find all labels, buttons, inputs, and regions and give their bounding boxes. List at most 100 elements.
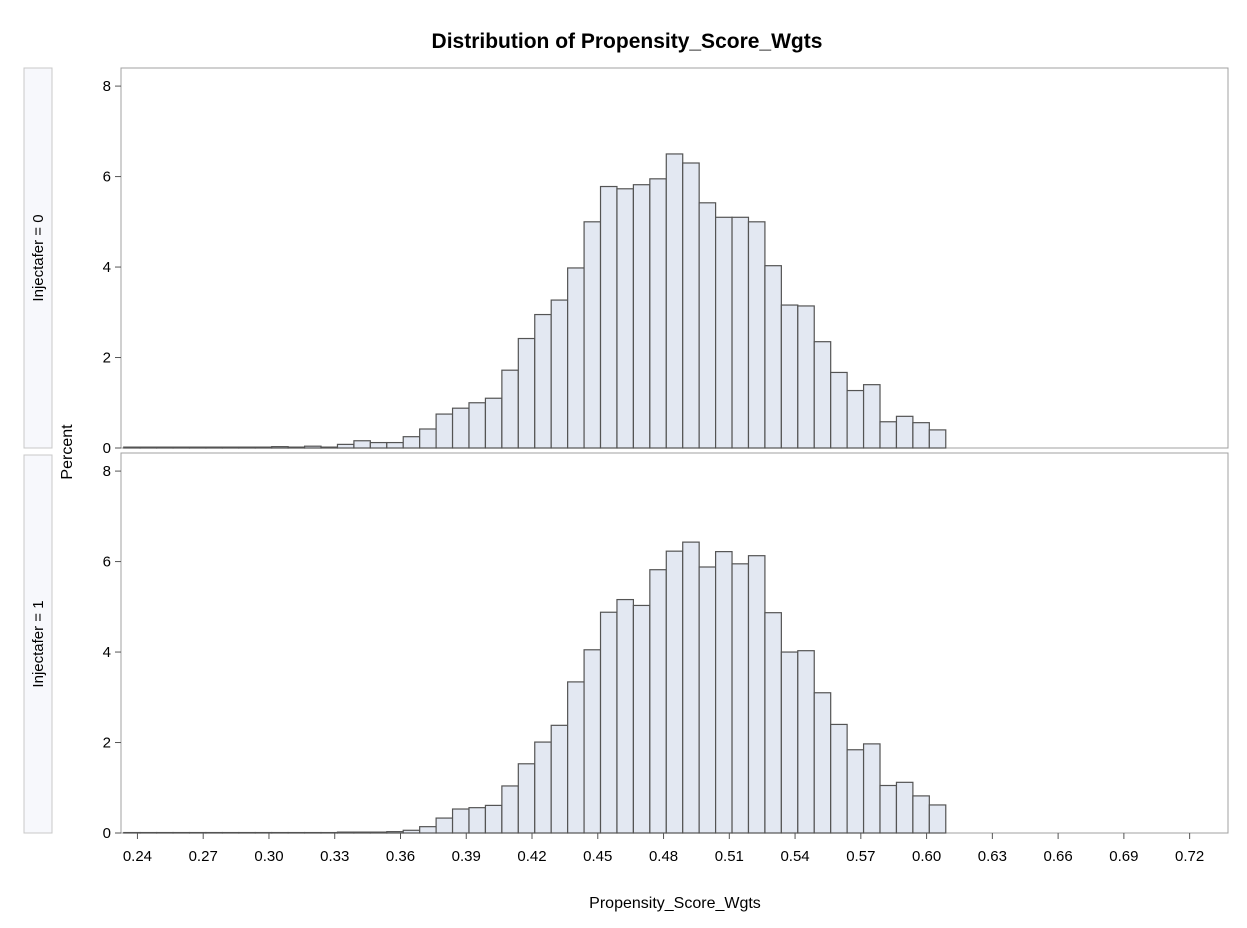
- histogram-bar: [336, 443, 355, 449]
- histogram-bar: [747, 221, 766, 449]
- panel-label-strip: [23, 67, 53, 449]
- histogram-bar: [731, 563, 750, 834]
- histogram-bar: [583, 649, 602, 834]
- histogram-bar: [714, 216, 733, 449]
- histogram-bar: [254, 446, 273, 449]
- histogram-bar: [830, 371, 848, 449]
- histogram-bar: [303, 445, 322, 449]
- bars: [123, 153, 947, 449]
- histogram-bar: [451, 808, 470, 834]
- x-tick-label: 0.27: [189, 848, 218, 865]
- histogram-bar: [156, 446, 174, 449]
- x-tick-label: 0.57: [846, 848, 875, 865]
- histogram-bar: [567, 267, 585, 449]
- histogram-bar: [780, 651, 799, 834]
- x-tick-label: 0.48: [649, 848, 678, 865]
- histogram-bar: [632, 604, 651, 834]
- histogram-bar: [484, 804, 503, 834]
- y-axis-label: Percent: [59, 424, 76, 480]
- histogram-bar: [484, 397, 503, 449]
- histogram-bar: [682, 541, 700, 834]
- y-tick-label: 0: [103, 440, 111, 457]
- histogram-bar: [517, 763, 536, 834]
- histogram-bar: [698, 202, 717, 449]
- chart-title: Distribution of Propensity_Score_Wgts: [432, 30, 823, 53]
- x-tick-label: 0.54: [780, 848, 809, 865]
- histogram-bar: [665, 550, 684, 834]
- x-tick-label: 0.63: [978, 848, 1007, 865]
- histogram-bar: [895, 781, 914, 834]
- histogram-bar: [846, 389, 865, 449]
- y-axis: 0 2 4 6 8: [103, 463, 121, 842]
- x-tick-label: 0.45: [583, 848, 612, 865]
- y-tick-label: 4: [103, 644, 111, 661]
- histogram-bar: [649, 569, 667, 834]
- histogram-bar: [139, 446, 158, 449]
- histogram-bar: [797, 305, 815, 449]
- x-tick-label: 0.24: [123, 848, 152, 865]
- y-tick-label: 6: [103, 169, 111, 186]
- histogram-bar: [386, 831, 404, 834]
- panel-label: Injectafer = 1: [30, 600, 47, 687]
- histogram-bar: [550, 724, 569, 834]
- x-tick-label: 0.51: [715, 848, 744, 865]
- histogram-bar: [632, 184, 651, 449]
- histogram-bar: [731, 216, 750, 449]
- y-tick-label: 8: [103, 78, 111, 95]
- histogram-bar: [830, 723, 848, 834]
- histogram-bar: [419, 826, 437, 834]
- histogram-bar: [862, 384, 881, 449]
- histogram-bar: [336, 831, 355, 834]
- panel-label-strip: [23, 454, 53, 834]
- histogram-bar: [353, 831, 371, 834]
- histogram-bar: [682, 162, 700, 449]
- histogram-bar: [369, 441, 388, 449]
- x-tick-label: 0.72: [1175, 848, 1204, 865]
- histogram-bar: [435, 413, 454, 449]
- histogram-bar: [501, 369, 519, 449]
- histogram-bar: [402, 436, 421, 449]
- histogram-bar: [188, 446, 207, 449]
- y-tick-label: 6: [103, 554, 111, 571]
- histogram-bar: [271, 446, 289, 449]
- y-tick-label: 2: [103, 350, 111, 367]
- histogram-bar: [665, 153, 684, 449]
- histogram-bar: [468, 807, 487, 834]
- y-tick-label: 2: [103, 735, 111, 752]
- x-tick-label: 0.36: [386, 848, 415, 865]
- histogram-bar: [780, 304, 799, 449]
- histogram-bar: [846, 749, 865, 834]
- histogram-bar: [747, 555, 766, 834]
- histogram-bar: [419, 428, 437, 449]
- histogram-bar: [928, 804, 947, 834]
- histogram-bar: [567, 681, 585, 834]
- histogram-bar: [616, 598, 635, 834]
- histogram-bar: [928, 429, 947, 449]
- histogram-bar: [287, 446, 306, 449]
- histogram-bar: [583, 221, 602, 449]
- histogram-bar: [534, 741, 552, 834]
- histogram-bar: [468, 402, 487, 449]
- histogram-bar: [451, 407, 470, 449]
- x-tick-label: 0.69: [1109, 848, 1138, 865]
- histogram-bar: [649, 178, 667, 449]
- histogram-bar: [764, 612, 782, 834]
- x-tick-label: 0.39: [452, 848, 481, 865]
- histogram-bar: [879, 784, 898, 834]
- histogram-bar: [813, 341, 832, 449]
- histogram-bar: [879, 421, 898, 449]
- panel-label: Injectafer = 0: [30, 214, 47, 301]
- histogram-bar: [172, 446, 191, 449]
- histogram-bar: [599, 185, 618, 449]
- histogram-bar: [386, 441, 404, 449]
- panels-group: Injectafer = 0 0 2 4 6 8 Injectafer = 1 0 2 4 6 8: [23, 67, 1229, 842]
- panel-1: Injectafer = 1 0 2 4 6 8: [23, 452, 1229, 842]
- x-tick-label: 0.33: [320, 848, 349, 865]
- x-tick-label: 0.30: [254, 848, 283, 865]
- x-tick-label: 0.60: [912, 848, 941, 865]
- y-tick-label: 8: [103, 463, 111, 480]
- histogram-bar: [501, 785, 519, 834]
- histogram-bar: [797, 650, 815, 834]
- histogram-bar: [599, 611, 618, 834]
- histogram-bar: [616, 188, 635, 449]
